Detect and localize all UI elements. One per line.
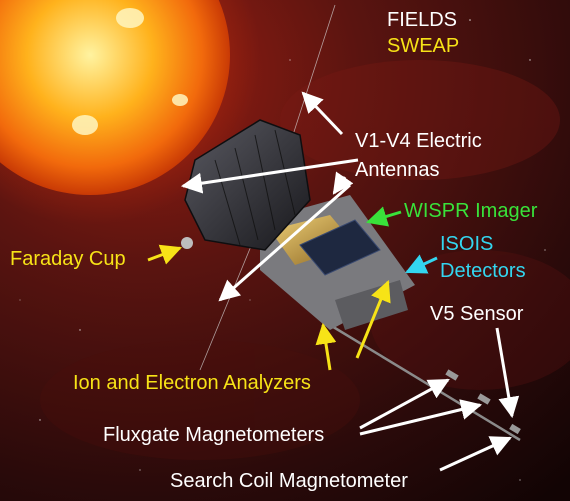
legend-fields: FIELDS: [387, 9, 457, 31]
label-search-coil-magnetometer: Search Coil Magnetometer: [170, 470, 408, 492]
label-fluxgate-magnetometers: Fluxgate Magnetometers: [103, 424, 324, 446]
stars: [19, 19, 546, 481]
heat-shield: [184, 119, 311, 251]
label-electric-antennas-line2: Antennas: [355, 159, 440, 181]
sun-flares: [72, 8, 188, 135]
label-electric-antennas-line1: V1-V4 Electric: [355, 130, 482, 152]
arrows: [147, 91, 520, 472]
solar-panel: [299, 219, 381, 276]
arrow-wispr: [365, 206, 402, 227]
label-isois-line2: Detectors: [440, 260, 526, 282]
nebula-texture: [40, 60, 570, 460]
arrow-fluxgate-1: [359, 378, 450, 430]
arrow-isois: [405, 254, 438, 274]
fluxgate-sensor-1: [445, 369, 459, 381]
arrow-search-coil: [439, 436, 512, 472]
label-wispr-imager: WISPR Imager: [404, 200, 538, 222]
label-v5-sensor: V5 Sensor: [430, 303, 524, 325]
arrow-fluxgate-2: [359, 399, 483, 436]
arrow-ion-1: [315, 322, 337, 371]
arrow-antenna-2: [301, 91, 344, 136]
arrow-ion-2: [355, 280, 391, 359]
arrow-antenna-4: [218, 183, 351, 302]
label-isois-line1: ISOIS: [440, 233, 493, 255]
arrow-faraday: [147, 244, 182, 265]
sun: [0, 0, 230, 195]
arrow-antenna-3: [332, 171, 354, 195]
search-coil-sensor: [509, 423, 521, 435]
labels: FIELDS SWEAP V1-V4 Electric Antennas WIS…: [10, 9, 538, 492]
legend-sweap: SWEAP: [387, 35, 459, 57]
label-ion-electron-analyzers: Ion and Electron Analyzers: [73, 372, 311, 394]
shield-struts: [214, 129, 296, 246]
arrow-antenna-1: [180, 158, 359, 194]
faraday-cup: [181, 237, 193, 249]
arrow-v5: [495, 327, 520, 419]
label-faraday-cup: Faraday Cup: [10, 248, 126, 270]
fluxgate-sensor-2: [477, 393, 491, 405]
